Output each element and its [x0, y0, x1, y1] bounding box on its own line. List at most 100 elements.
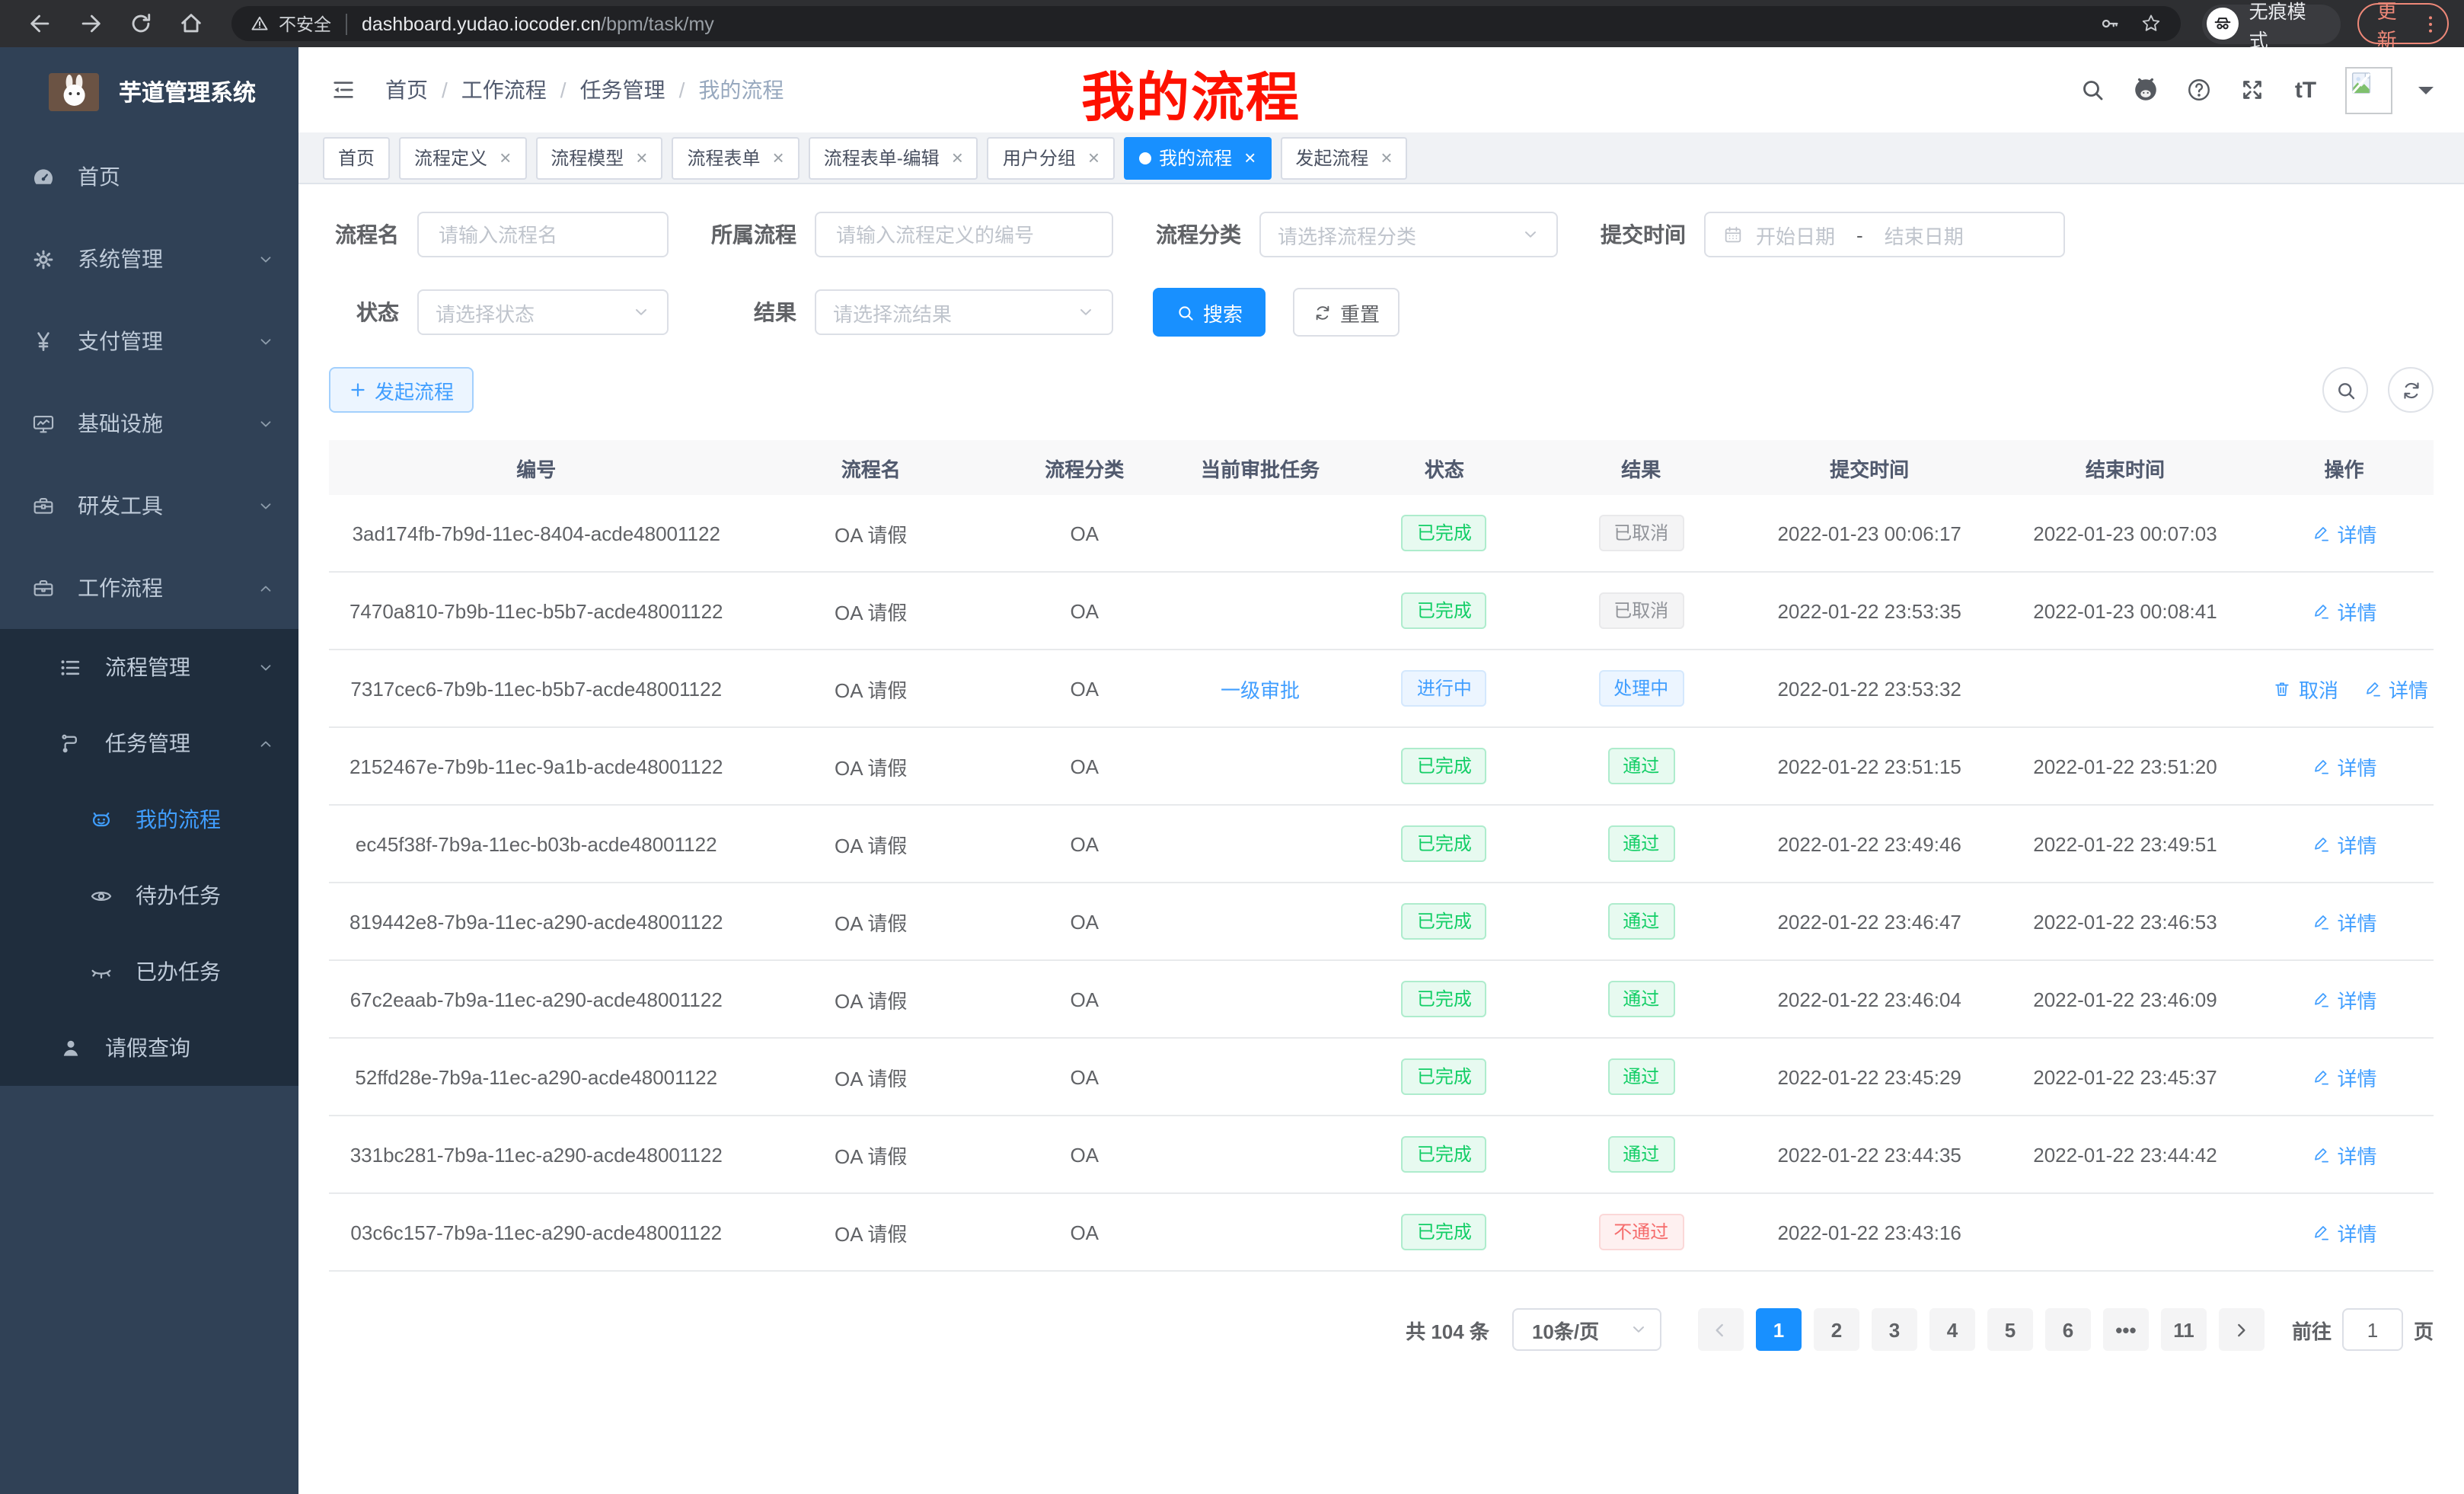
avatar[interactable]	[2345, 66, 2392, 113]
tab-发起流程[interactable]: 发起流程 ×	[1280, 136, 1408, 179]
result-select[interactable]: 请选择流结果	[815, 289, 1113, 335]
process-definition-field[interactable]	[833, 222, 1095, 247]
breadcrumb-item[interactable]: 首页	[385, 78, 428, 102]
sidebar-item-请假查询[interactable]: 请假查询	[0, 1010, 298, 1086]
process-name-input[interactable]	[417, 212, 669, 257]
status-select[interactable]: 请选择状态	[417, 289, 669, 335]
detail-link[interactable]: 详情	[2311, 985, 2377, 1014]
detail-link[interactable]: 详情	[2311, 907, 2377, 936]
close-icon[interactable]: ×	[1380, 146, 1393, 169]
category-select[interactable]: 请选择流程分类	[1259, 212, 1558, 257]
page-size-select[interactable]: 10条/页	[1511, 1308, 1661, 1351]
update-button[interactable]: 更新	[2357, 0, 2449, 51]
table-tools	[2322, 367, 2434, 413]
page-button-1[interactable]: 1	[1755, 1308, 1802, 1351]
sidebar-item-研发工具[interactable]: 研发工具	[0, 464, 298, 547]
detail-link[interactable]: 详情	[2363, 674, 2428, 703]
cell-result: 处理中	[1539, 650, 1744, 728]
breadcrumb-item[interactable]: 任务管理	[579, 78, 665, 102]
sidebar-item-流程管理[interactable]: 流程管理	[0, 629, 298, 705]
help-icon[interactable]	[2185, 76, 2213, 104]
show-search-button[interactable]	[2322, 367, 2368, 413]
sidebar-item-工作流程[interactable]: 工作流程	[0, 547, 298, 629]
detail-link[interactable]: 详情	[2311, 1140, 2377, 1169]
close-icon[interactable]: ×	[1244, 146, 1256, 169]
font-size-icon[interactable]: tT	[2294, 77, 2317, 103]
tab-流程表单[interactable]: 流程表单 ×	[672, 136, 800, 179]
tab-流程定义[interactable]: 流程定义 ×	[399, 136, 527, 179]
submit-time-range-picker[interactable]: 开始日期 - 结束日期	[1704, 212, 2065, 257]
search-button[interactable]: 搜索	[1153, 288, 1266, 337]
menu-dots-icon[interactable]	[2418, 11, 2443, 36]
sidebar-item-基础设施[interactable]: 基础设施	[0, 382, 298, 464]
page-button-11[interactable]: 11	[2160, 1308, 2207, 1351]
page-button-2[interactable]: 2	[1813, 1308, 1859, 1351]
address-bar[interactable]: 不安全 dashboard.yudao.iocoder.cn /bpm/task…	[231, 6, 2182, 41]
cancel-link[interactable]: 取消	[2273, 674, 2338, 703]
pages-ellipsis[interactable]: •••	[2102, 1308, 2149, 1351]
sidebar-item-支付管理[interactable]: 支付管理	[0, 300, 298, 382]
cell-process-name: OA 请假	[743, 805, 998, 883]
cell-process-category: OA	[997, 727, 1171, 806]
page-button-6[interactable]: 6	[2044, 1308, 2091, 1351]
page-button-3[interactable]: 3	[1871, 1308, 1917, 1351]
result-badge: 通过	[1607, 1058, 1675, 1095]
refresh-table-button[interactable]	[2388, 367, 2434, 413]
detail-link[interactable]: 详情	[2311, 752, 2377, 781]
close-icon[interactable]: ×	[1087, 146, 1100, 169]
tab-流程模型[interactable]: 流程模型 ×	[535, 136, 663, 179]
goto-page-input[interactable]	[2341, 1308, 2403, 1351]
page-buttons: 1 2 3 4 5 6 ••• 11	[1750, 1308, 2213, 1351]
process-name-field[interactable]	[436, 222, 650, 247]
sidebar-item-系统管理[interactable]: 系统管理	[0, 218, 298, 300]
sidebar-item-已办任务[interactable]: 已办任务	[0, 934, 298, 1010]
cell-end-time: 2022-01-22 23:46:53	[1996, 883, 2255, 961]
breadcrumb-item[interactable]: 工作流程	[461, 78, 547, 102]
prev-page-button[interactable]	[1697, 1308, 1744, 1351]
detail-link[interactable]: 详情	[2311, 1218, 2377, 1247]
pen-icon	[2363, 678, 2383, 698]
key-icon[interactable]	[2099, 12, 2121, 35]
close-icon[interactable]: ×	[772, 146, 784, 169]
close-icon[interactable]: ×	[500, 146, 512, 169]
close-icon[interactable]: ×	[636, 146, 648, 169]
fullscreen-icon[interactable]	[2239, 76, 2266, 104]
back-icon[interactable]	[27, 11, 53, 37]
reset-button[interactable]: 重置	[1293, 288, 1400, 337]
sidebar-item-任务管理[interactable]: 任务管理	[0, 705, 298, 781]
github-icon[interactable]	[2132, 76, 2159, 104]
collapse-sidebar-icon[interactable]	[329, 78, 358, 102]
cell-current-task: 一级审批	[1170, 650, 1350, 728]
star-icon[interactable]	[2140, 12, 2162, 35]
sidebar-item-首页[interactable]: 首页	[0, 136, 298, 218]
tab-用户分组[interactable]: 用户分组 ×	[987, 136, 1116, 179]
search-icon	[2334, 378, 2357, 401]
close-icon[interactable]: ×	[951, 146, 963, 169]
detail-link[interactable]: 详情	[2311, 829, 2377, 858]
current-task-link[interactable]: 一级审批	[1221, 678, 1301, 701]
page-button-4[interactable]: 4	[1929, 1308, 1975, 1351]
page-button-5[interactable]: 5	[1987, 1308, 2033, 1351]
start-process-button[interactable]: 发起流程	[329, 367, 474, 413]
process-definition-input[interactable]	[815, 212, 1113, 257]
next-page-button[interactable]	[2218, 1308, 2265, 1351]
sidebar-item-待办任务[interactable]: 待办任务	[0, 857, 298, 934]
forward-icon[interactable]	[78, 11, 104, 37]
sidebar-item-我的流程[interactable]: 我的流程	[0, 781, 298, 857]
reload-icon[interactable]	[128, 11, 154, 37]
detail-link[interactable]: 详情	[2311, 596, 2377, 625]
tab-流程表单-编辑[interactable]: 流程表单-编辑 ×	[808, 136, 978, 179]
cell-current-task	[1170, 1038, 1350, 1116]
incognito-icon	[2207, 8, 2239, 40]
detail-link[interactable]: 详情	[2311, 519, 2377, 547]
search-icon[interactable]	[2079, 76, 2106, 104]
home-icon[interactable]	[178, 11, 204, 37]
tab-首页[interactable]: 首页	[323, 136, 391, 179]
tab-我的流程[interactable]: 我的流程 ×	[1124, 136, 1272, 179]
chevron-down-icon[interactable]	[2418, 86, 2434, 101]
detail-link[interactable]: 详情	[2311, 1062, 2377, 1091]
cell-result: 通过	[1539, 805, 1744, 883]
cell-end-time: 2022-01-23 00:07:03	[1996, 495, 2255, 573]
action-label: 取消	[2298, 678, 2338, 701]
